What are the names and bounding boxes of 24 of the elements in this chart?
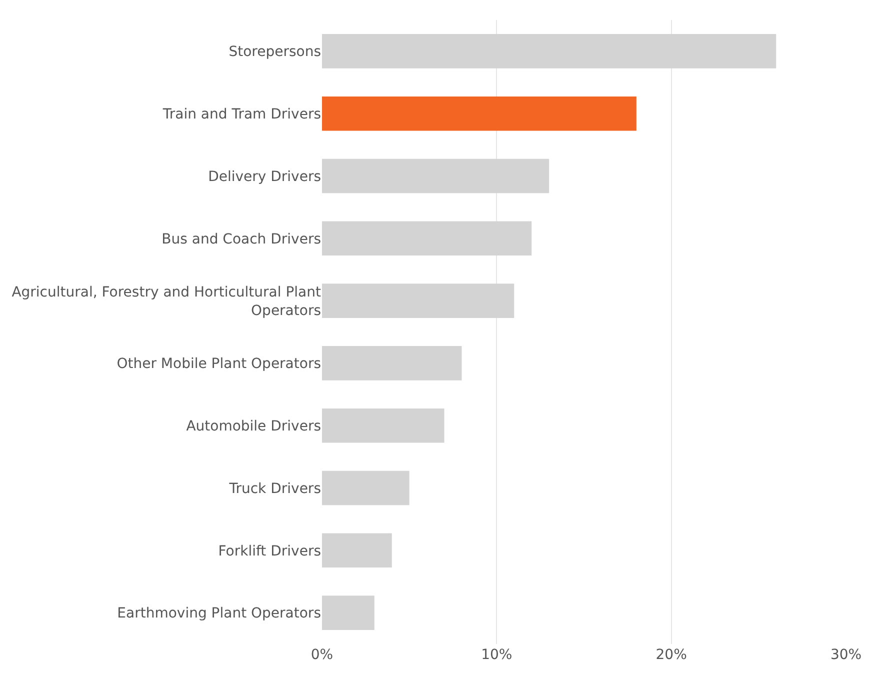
bar xyxy=(322,158,550,194)
x-tick-label: 20% xyxy=(656,647,687,663)
x-tick-label: 0% xyxy=(310,647,334,663)
y-tick-label: Automobile Drivers xyxy=(186,418,321,434)
y-tick-label: Earthmoving Plant Operators xyxy=(117,606,321,622)
bar xyxy=(322,284,514,318)
y-tick-label: Agricultural, Forestry and Horticultural Plant Operators xyxy=(12,284,322,319)
y-tick-label: Storepersons xyxy=(228,44,321,60)
y-tick-label: Truck Drivers xyxy=(228,480,321,497)
bar xyxy=(322,533,392,568)
bar xyxy=(322,221,532,256)
bar xyxy=(322,470,410,506)
bar xyxy=(322,96,636,131)
bar xyxy=(322,596,374,630)
bar xyxy=(322,408,444,443)
bar xyxy=(322,346,462,380)
y-tick-label: Forklift Drivers xyxy=(218,543,321,560)
x-tick-label: 10% xyxy=(481,647,512,663)
bar xyxy=(322,34,776,68)
x-tick-label: 30% xyxy=(830,647,862,663)
y-tick-label: Train and Tram Drivers xyxy=(162,106,321,122)
y-tick-label: Other Mobile Plant Operators xyxy=(116,356,321,372)
y-tick-label: Bus and Coach Drivers xyxy=(162,231,321,248)
y-tick-label: Delivery Drivers xyxy=(208,168,321,185)
